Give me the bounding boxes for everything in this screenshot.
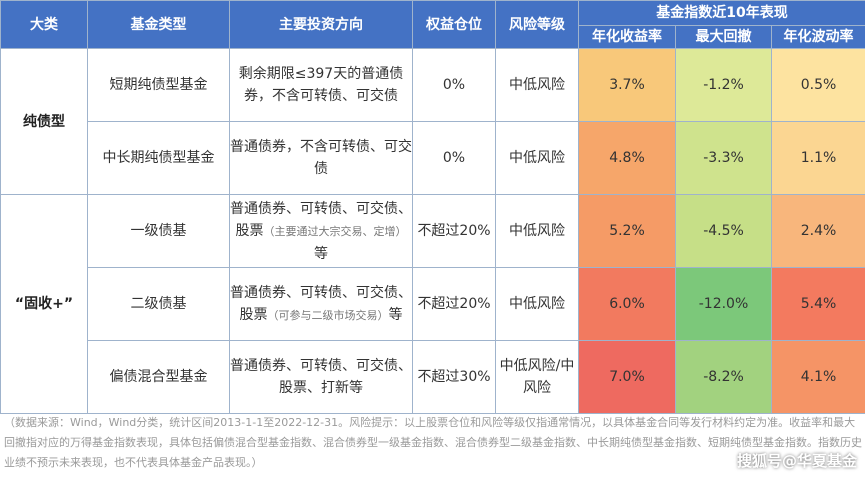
table-row: 纯债型 短期纯债型基金 剩余期限≤397天的普通债券，不含可转债、可交债 0% … [0, 48, 865, 195]
max-drawdown-cell: -4.5% [675, 194, 772, 268]
fund-type-cell: 中长期纯债型基金 [87, 121, 230, 195]
max-drawdown-cell: -3.3% [675, 121, 772, 195]
direction-main: 普通债券、可转债、可交债、股票 [230, 284, 412, 323]
equity-position-cell: 不超过20% [412, 267, 496, 341]
max-drawdown-cell: -8.2% [675, 340, 772, 414]
table-row: “固收+” 一级债基 普通债券、可转债、可交债、股票（主要通过大宗交易、定增）等… [0, 194, 865, 414]
fund-type-cell: 偏债混合型基金 [87, 340, 230, 414]
fund-type-cell: 一级债基 [87, 194, 230, 268]
equity-position-cell: 不超过20% [412, 194, 496, 268]
table-row: 中长期纯债型基金 普通债券，不含可转债、可交债 0% 中低风险 4.8% -3.… [1, 121, 865, 195]
equity-position-cell: 不超过30% [412, 340, 496, 414]
risk-level-cell: 中低风险/中风险 [495, 340, 579, 414]
direction-note: （可参与二级市场交易） [267, 308, 389, 322]
watermark: 搜狐号@华夏基金 [736, 452, 857, 470]
risk-level-cell: 中低风险 [495, 121, 579, 195]
annual-volatility-cell: 1.1% [770, 121, 865, 195]
fund-type-cell: 短期纯债型基金 [87, 48, 230, 122]
investment-direction-cell: 普通债券、可转债、可交债、股票（主要通过大宗交易、定增） 等 [229, 194, 413, 268]
annual-volatility-cell: 0.5% [770, 48, 865, 122]
investment-direction-cell: 剩余期限≤397天的普通债券，不含可转债、可交债 [229, 48, 413, 122]
investment-direction-cell: 普通债券、可转债、可交债、股票（可参与二级市场交易）等 [229, 267, 413, 341]
category-fixed-income-plus: “固收+” [0, 194, 88, 414]
annual-volatility-cell: 5.4% [770, 267, 865, 341]
direction-note: （主要通过大宗交易、定增） [263, 224, 407, 238]
annual-return-cell: 6.0% [578, 267, 676, 341]
header-annual-volatility: 年化波动率 [770, 25, 865, 49]
annual-volatility-cell: 2.4% [770, 194, 865, 268]
header-annual-return: 年化收益率 [578, 25, 676, 49]
annual-return-cell: 3.7% [578, 48, 676, 122]
investment-direction-cell: 普通债券、可转债、可交债、股票、打新等 [229, 340, 413, 414]
header-investment-direction: 主要投资方向 [229, 0, 413, 49]
annual-return-cell: 4.8% [578, 121, 676, 195]
annual-return-cell: 7.0% [578, 340, 676, 414]
investment-direction-cell: 普通债券，不含可转债、可交债 [229, 121, 413, 195]
data-source-footnote: （数据来源：Wind，Wind分类，统计区间2013-1-1至2022-12-3… [4, 416, 862, 469]
risk-level-cell: 中低风险 [495, 48, 579, 122]
header-index-performance: 基金指数近10年表现 [577, 0, 865, 26]
direction-tail: 等 [388, 306, 403, 323]
equity-position-cell: 0% [412, 121, 496, 195]
header-fund-type: 基金类型 [87, 0, 230, 49]
direction-main: 普通债券，不含可转债、可交债 [230, 139, 412, 177]
risk-level-cell: 中低风险 [495, 194, 579, 268]
equity-position-cell: 0% [412, 48, 496, 122]
risk-level-cell: 中低风险 [495, 267, 579, 341]
table-row: 二级债基 普通债券、可转债、可交债、股票（可参与二级市场交易）等 不超过20% … [1, 267, 865, 341]
header-category: 大类 [0, 0, 88, 49]
direction-tail: 等 [314, 245, 328, 262]
fund-type-cell: 二级债基 [87, 267, 230, 341]
max-drawdown-cell: -12.0% [675, 267, 772, 341]
header-max-drawdown: 最大回撤 [675, 25, 772, 49]
direction-main: 普通债券、可转债、可交债、股票、打新等 [230, 358, 412, 396]
table-row: 偏债混合型基金 普通债券、可转债、可交债、股票、打新等 不超过30% 中低风险/… [1, 340, 865, 414]
category-pure-bond: 纯债型 [0, 48, 88, 195]
direction-main: 普通债券、可转债、可交债、股票 [230, 200, 412, 239]
direction-main: 剩余期限≤397天的普通债券，不含可转债、可交债 [238, 66, 404, 104]
fund-comparison-table: 大类 基金类型 主要投资方向 权益仓位 风险等级 基金指数近10年表现 年化收益… [0, 0, 865, 414]
annual-volatility-cell: 4.1% [770, 340, 865, 414]
header-equity-position: 权益仓位 [412, 0, 496, 49]
annual-return-cell: 5.2% [578, 194, 676, 268]
header-risk-level: 风险等级 [495, 0, 579, 49]
max-drawdown-cell: -1.2% [675, 48, 772, 122]
